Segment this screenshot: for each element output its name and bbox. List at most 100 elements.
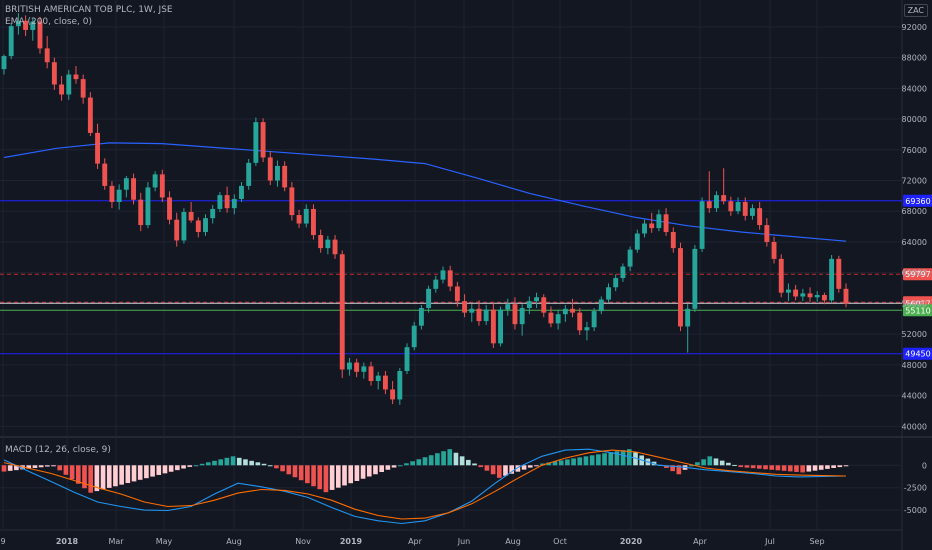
candle	[483, 304, 489, 325]
candle	[764, 218, 770, 247]
macd-hist-bar	[63, 465, 69, 475]
price-tick-label: 84000	[902, 84, 927, 93]
macd-hist-bar	[521, 465, 527, 470]
candle	[814, 291, 820, 302]
macd-hist-bar	[236, 457, 242, 466]
candle	[735, 197, 741, 215]
candle	[742, 197, 748, 221]
macd-hist-bar	[175, 465, 180, 471]
candle	[706, 171, 712, 213]
macd-hist-bar	[664, 465, 669, 468]
candle	[591, 308, 597, 332]
macd-hist-bar	[205, 462, 211, 466]
candle	[721, 168, 727, 205]
signal-line	[3, 449, 847, 520]
macd-hist-bar	[137, 465, 143, 480]
candle	[66, 69, 72, 100]
candle	[131, 173, 136, 205]
macd-hist-bar	[763, 465, 768, 470]
price-tick-label: 40000	[902, 422, 927, 431]
candle	[59, 76, 65, 101]
macd-hist-bar	[150, 465, 155, 477]
macd-hist-bar	[453, 452, 459, 466]
time-tick-label: Nov	[295, 537, 311, 546]
macd-hist-bar	[366, 465, 372, 477]
candle	[368, 361, 374, 386]
macd-hist-bar	[837, 465, 843, 468]
ema-legend[interactable]: EMA (200, close, 0)	[5, 17, 93, 27]
macd-hist-bar	[441, 451, 446, 466]
macd-hist-bar	[794, 465, 799, 472]
price-tick-label: 68000	[902, 207, 927, 216]
macd-hist-bar	[292, 465, 298, 478]
candle	[8, 23, 14, 60]
candle	[346, 357, 352, 376]
macd-hist-bar	[596, 454, 601, 466]
candle	[138, 192, 144, 232]
macd-hist-bar	[298, 465, 304, 481]
candle	[210, 205, 216, 224]
level-badge[interactable]: 55110	[903, 304, 932, 317]
time-tick-label: Aug	[226, 537, 242, 546]
macd-hist-bar	[218, 459, 224, 466]
macd-hist-bar	[676, 465, 682, 475]
macd-hist-bar	[496, 465, 502, 478]
macd-hist-bar	[818, 465, 824, 470]
macd-hist-bar	[466, 459, 471, 466]
macd-legend[interactable]: MACD (12, 26, close, 9)	[5, 445, 111, 455]
macd-hist-bar	[82, 465, 87, 489]
candle	[51, 57, 57, 90]
macd-hist-bar	[7, 465, 13, 471]
candle	[670, 227, 676, 253]
candle	[37, 16, 43, 54]
macd-hist-bar	[305, 465, 310, 484]
candle	[562, 304, 568, 322]
time-tick-label: Jun	[457, 537, 471, 546]
macd-hist-bar	[1, 465, 7, 472]
currency-badge[interactable]: ZAC	[903, 4, 928, 17]
macd-hist-bar	[781, 465, 787, 471]
level-badge[interactable]: 59797	[903, 268, 932, 281]
macd-hist-bar	[490, 465, 496, 475]
macd-hist-bar	[478, 465, 484, 468]
price-tick-label: 72000	[902, 177, 927, 186]
macd-hist-bar	[775, 465, 781, 471]
macd-hist-bar	[317, 465, 323, 490]
candle	[785, 283, 791, 302]
macd-hist-bar	[51, 465, 56, 467]
price-tick-label: 44000	[902, 392, 927, 401]
macd-hist-bar	[534, 465, 539, 467]
macd-pane	[1, 448, 849, 525]
time-tick-label: Apr	[408, 537, 423, 546]
macd-hist-bar	[181, 465, 186, 469]
candle	[634, 229, 640, 253]
macd-hist-bar	[323, 465, 329, 493]
level-badge[interactable]: 69360	[903, 194, 932, 207]
macd-tick-label: -5000	[904, 506, 927, 515]
macd-hist-bar	[558, 460, 564, 466]
macd-hist-bar	[757, 465, 762, 469]
candle	[555, 309, 561, 330]
macd-hist-bar	[726, 462, 731, 466]
macd-hist-bar	[88, 465, 93, 493]
candle	[397, 367, 403, 405]
macd-hist-bar	[397, 465, 403, 467]
candle	[195, 217, 201, 238]
candle	[771, 236, 777, 264]
symbol-title[interactable]: BRITISH AMERICAN TOB PLC, 1W, JSE	[5, 5, 173, 15]
candle	[217, 192, 223, 213]
candle	[699, 197, 705, 252]
candle	[663, 208, 669, 236]
macd-hist-bar	[119, 465, 124, 485]
macd-hist-bar	[744, 465, 750, 468]
macd-hist-bar	[633, 452, 638, 466]
macd-hist-bar	[484, 465, 490, 471]
candle	[311, 204, 316, 240]
candle	[757, 202, 763, 230]
macd-hist-bar	[360, 465, 366, 479]
macd-hist-bar	[831, 465, 836, 468]
level-badge[interactable]: 49450	[903, 347, 932, 360]
macd-hist-bar	[38, 465, 44, 468]
candle	[289, 182, 295, 221]
